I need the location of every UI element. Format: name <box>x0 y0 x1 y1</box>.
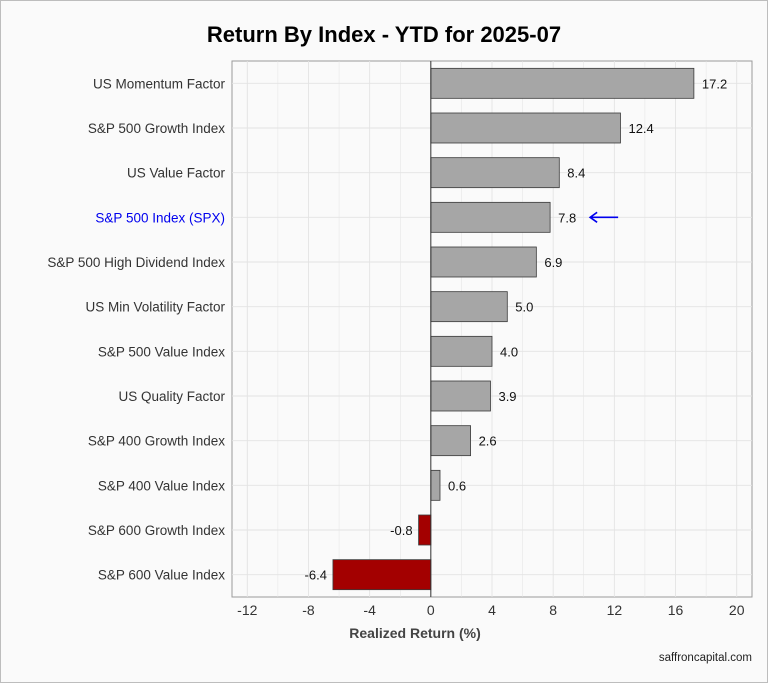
bar <box>430 157 560 189</box>
bar <box>430 246 537 278</box>
x-tick-label: 12 <box>607 602 623 618</box>
bar <box>430 335 493 367</box>
x-axis-label: Realized Return (%) <box>349 625 481 641</box>
x-tick-label: 4 <box>488 602 496 618</box>
category-label: S&P 600 Growth Index <box>88 523 225 538</box>
bar <box>430 291 508 323</box>
category-label: S&P 400 Growth Index <box>88 434 225 449</box>
x-tick-label: -12 <box>237 602 257 618</box>
category-label: US Quality Factor <box>118 389 225 404</box>
bar <box>430 425 471 457</box>
value-label: 5.0 <box>515 300 533 315</box>
arrow-head-icon <box>588 211 598 223</box>
category-label: S&P 400 Value Index <box>98 478 225 493</box>
x-tick-label: -4 <box>363 602 376 618</box>
value-label: 6.9 <box>544 255 562 270</box>
value-label: 0.6 <box>448 478 466 493</box>
bar <box>332 559 432 591</box>
source-footer: saffroncapital.com <box>658 652 752 664</box>
value-label: 3.9 <box>498 389 516 404</box>
x-tick-label: 16 <box>668 602 684 618</box>
category-label: S&P 500 Index (SPX) <box>95 210 225 225</box>
category-label: S&P 500 Growth Index <box>88 121 225 136</box>
bar <box>430 201 551 233</box>
x-tick-label: -8 <box>302 602 315 618</box>
category-label: S&P 600 Value Index <box>98 568 225 583</box>
value-label: 2.6 <box>479 434 497 449</box>
bar <box>430 380 491 412</box>
bar <box>418 514 432 546</box>
category-label: US Min Volatility Factor <box>85 300 225 315</box>
value-label: 7.8 <box>558 210 576 225</box>
bar <box>430 469 441 501</box>
value-label: 12.4 <box>628 121 653 136</box>
value-label: -0.8 <box>390 523 412 538</box>
category-label: S&P 500 Value Index <box>98 344 225 359</box>
x-tick-label: 0 <box>427 602 435 618</box>
bar <box>430 112 621 144</box>
value-label: -6.4 <box>305 568 327 583</box>
category-label: US Value Factor <box>127 166 226 181</box>
x-tick-label: 8 <box>549 602 557 618</box>
value-label: 8.4 <box>567 166 585 181</box>
value-label: 4.0 <box>500 344 518 359</box>
bar <box>430 67 695 99</box>
x-tick-label: 20 <box>729 602 745 618</box>
category-label: US Momentum Factor <box>93 76 226 91</box>
category-label: S&P 500 High Dividend Index <box>47 255 225 270</box>
chart-title: Return By Index - YTD for 2025-07 <box>206 22 562 47</box>
value-label: 17.2 <box>702 76 727 91</box>
